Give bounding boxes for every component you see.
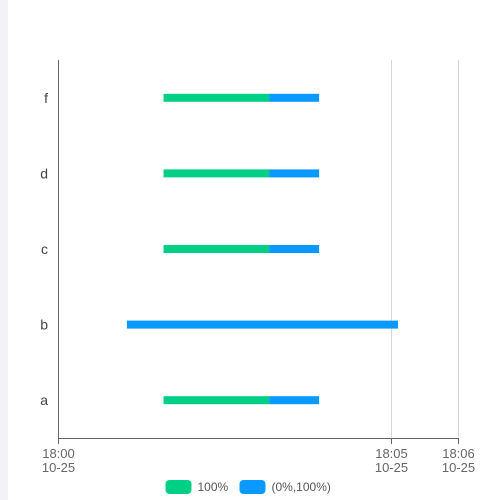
legend-label: 100% — [198, 480, 229, 494]
x-tick-label-date: 10-25 — [442, 460, 475, 475]
bar-segment-d[interactable] — [163, 169, 270, 178]
y-category-label: c — [41, 241, 48, 257]
bar-segment-a[interactable] — [163, 396, 270, 405]
legend-item[interactable]: 100% — [165, 480, 229, 494]
left-panel-edge — [0, 0, 8, 500]
bar-segment-a[interactable] — [269, 396, 320, 405]
legend-item[interactable]: (0%,100%) — [239, 480, 331, 494]
x-tick-label-time: 18:06 — [442, 446, 475, 461]
x-tick-label-time: 18:05 — [375, 446, 408, 461]
grid-layer — [391, 60, 459, 438]
x-tick-label-date: 10-25 — [42, 460, 75, 475]
y-category-label: b — [40, 317, 48, 333]
bar-segment-b[interactable] — [126, 320, 398, 329]
legend-swatch — [239, 480, 266, 494]
bar-segment-f[interactable] — [163, 93, 270, 102]
x-tick-label-time: 18:00 — [42, 446, 75, 461]
bar-segment-c[interactable] — [163, 245, 270, 253]
bar-segment-d[interactable] — [269, 169, 320, 178]
y-category-label: f — [44, 90, 48, 106]
legend-label: (0%,100%) — [272, 480, 331, 494]
legend[interactable]: 100% (0%,100%) — [165, 480, 331, 494]
y-category-label: a — [40, 392, 48, 408]
y-category-label: d — [40, 165, 48, 181]
bars-layer — [126, 93, 398, 405]
x-tick-label-date: 10-25 — [375, 460, 408, 475]
legend-swatch — [165, 480, 192, 494]
bar-segment-c[interactable] — [269, 245, 320, 253]
bar-segment-f[interactable] — [269, 93, 320, 102]
axes-layer — [58, 60, 459, 444]
